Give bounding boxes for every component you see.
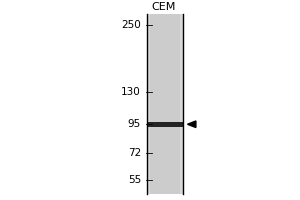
- Bar: [150, 14, 180, 194]
- Text: 95: 95: [128, 119, 141, 129]
- Text: 55: 55: [128, 175, 141, 185]
- Text: CEM: CEM: [151, 2, 176, 12]
- Bar: [147, 14, 183, 194]
- Text: 250: 250: [121, 20, 141, 30]
- Bar: [147, 122, 183, 127]
- Text: 130: 130: [121, 87, 141, 97]
- Text: 72: 72: [128, 148, 141, 158]
- Polygon shape: [188, 121, 196, 128]
